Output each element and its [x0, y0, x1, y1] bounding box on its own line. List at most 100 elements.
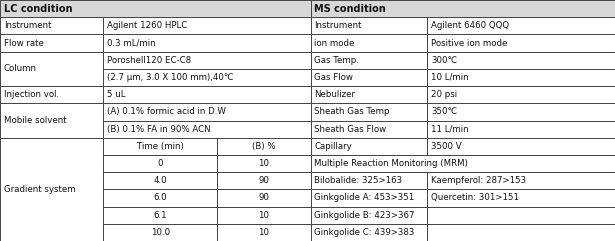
- Bar: [217, 224, 311, 241]
- Text: 6.1: 6.1: [154, 211, 167, 220]
- Text: 90: 90: [258, 194, 269, 202]
- Bar: [427, 189, 615, 207]
- Bar: [0, 52, 103, 86]
- Bar: [427, 138, 615, 155]
- Bar: [311, 0, 615, 17]
- Bar: [427, 86, 615, 103]
- Bar: [311, 207, 427, 224]
- Text: Gas Flow: Gas Flow: [314, 73, 353, 82]
- Text: 6.0: 6.0: [154, 194, 167, 202]
- Bar: [427, 52, 615, 69]
- Text: Instrument: Instrument: [314, 21, 362, 30]
- Text: Positive ion mode: Positive ion mode: [431, 39, 507, 47]
- Text: LC condition: LC condition: [4, 4, 72, 13]
- Text: Quercetin: 301>151: Quercetin: 301>151: [431, 194, 519, 202]
- Bar: [217, 172, 311, 189]
- Bar: [0, 34, 103, 52]
- Bar: [311, 224, 427, 241]
- Bar: [103, 189, 217, 207]
- Bar: [217, 138, 311, 155]
- Bar: [217, 189, 311, 207]
- Text: 0: 0: [157, 159, 163, 168]
- Bar: [311, 189, 427, 207]
- Text: Multiple Reaction Monitoring (MRM): Multiple Reaction Monitoring (MRM): [314, 159, 468, 168]
- Text: (2.7 μm, 3.0 X 100 mm),40℃: (2.7 μm, 3.0 X 100 mm),40℃: [107, 73, 234, 82]
- Bar: [0, 0, 311, 17]
- Text: Agilent 6460 QQQ: Agilent 6460 QQQ: [431, 21, 509, 30]
- Text: Poroshell120 EC-C8: Poroshell120 EC-C8: [107, 56, 191, 65]
- Text: 11 L/min: 11 L/min: [431, 125, 469, 134]
- Text: Bilobalide: 325>163: Bilobalide: 325>163: [314, 176, 402, 185]
- Text: 20 psi: 20 psi: [431, 90, 457, 99]
- Text: Sheath Gas Flow: Sheath Gas Flow: [314, 125, 386, 134]
- Text: 10.0: 10.0: [151, 228, 170, 237]
- Text: Ginkgolide A: 453>351: Ginkgolide A: 453>351: [314, 194, 415, 202]
- Bar: [427, 103, 615, 120]
- Text: 5 uL: 5 uL: [107, 90, 125, 99]
- Bar: [427, 224, 615, 241]
- Bar: [0, 17, 103, 34]
- Text: Kaempferol: 287>153: Kaempferol: 287>153: [431, 176, 526, 185]
- Bar: [103, 17, 311, 34]
- Text: Capillary: Capillary: [314, 142, 352, 151]
- Bar: [103, 207, 217, 224]
- Bar: [311, 155, 615, 172]
- Bar: [103, 120, 311, 138]
- Bar: [311, 69, 427, 86]
- Text: Time (min): Time (min): [137, 142, 184, 151]
- Bar: [427, 17, 615, 34]
- Bar: [311, 52, 427, 69]
- Bar: [311, 172, 427, 189]
- Text: Agilent 1260 HPLC: Agilent 1260 HPLC: [107, 21, 187, 30]
- Text: (B) 0.1% FA in 90% ACN: (B) 0.1% FA in 90% ACN: [107, 125, 210, 134]
- Text: 3500 V: 3500 V: [431, 142, 462, 151]
- Text: Instrument: Instrument: [4, 21, 51, 30]
- Bar: [0, 138, 103, 241]
- Bar: [311, 34, 427, 52]
- Bar: [103, 103, 311, 120]
- Text: 4.0: 4.0: [154, 176, 167, 185]
- Bar: [103, 138, 217, 155]
- Text: 10 L/min: 10 L/min: [431, 73, 469, 82]
- Text: Gas Temp.: Gas Temp.: [314, 56, 359, 65]
- Text: 90: 90: [258, 176, 269, 185]
- Bar: [103, 172, 217, 189]
- Text: Column: Column: [4, 64, 37, 73]
- Bar: [311, 86, 427, 103]
- Bar: [427, 120, 615, 138]
- Bar: [103, 155, 217, 172]
- Text: Injection vol.: Injection vol.: [4, 90, 59, 99]
- Bar: [103, 224, 217, 241]
- Text: (B) %: (B) %: [252, 142, 276, 151]
- Text: ion mode: ion mode: [314, 39, 355, 47]
- Bar: [0, 103, 103, 138]
- Bar: [427, 172, 615, 189]
- Text: Mobile solvent: Mobile solvent: [4, 116, 66, 125]
- Bar: [427, 34, 615, 52]
- Bar: [103, 52, 311, 69]
- Text: 10: 10: [258, 211, 269, 220]
- Bar: [103, 69, 311, 86]
- Text: MS condition: MS condition: [314, 4, 386, 13]
- Bar: [427, 69, 615, 86]
- Text: 10: 10: [258, 159, 269, 168]
- Text: 300℃: 300℃: [431, 56, 457, 65]
- Text: Gradient system: Gradient system: [4, 185, 75, 194]
- Text: Nebulizer: Nebulizer: [314, 90, 355, 99]
- Text: Ginkgolide C: 439>383: Ginkgolide C: 439>383: [314, 228, 415, 237]
- Bar: [103, 34, 311, 52]
- Bar: [311, 17, 427, 34]
- Text: 10: 10: [258, 228, 269, 237]
- Bar: [217, 207, 311, 224]
- Text: 0.3 mL/min: 0.3 mL/min: [107, 39, 156, 47]
- Text: Flow rate: Flow rate: [4, 39, 44, 47]
- Text: Sheath Gas Temp: Sheath Gas Temp: [314, 107, 390, 116]
- Bar: [0, 86, 103, 103]
- Text: 350℃: 350℃: [431, 107, 457, 116]
- Bar: [311, 138, 427, 155]
- Bar: [311, 120, 427, 138]
- Text: Ginkgolide B: 423>367: Ginkgolide B: 423>367: [314, 211, 415, 220]
- Bar: [217, 155, 311, 172]
- Text: (A) 0.1% formic acid in D.W: (A) 0.1% formic acid in D.W: [107, 107, 226, 116]
- Bar: [311, 103, 427, 120]
